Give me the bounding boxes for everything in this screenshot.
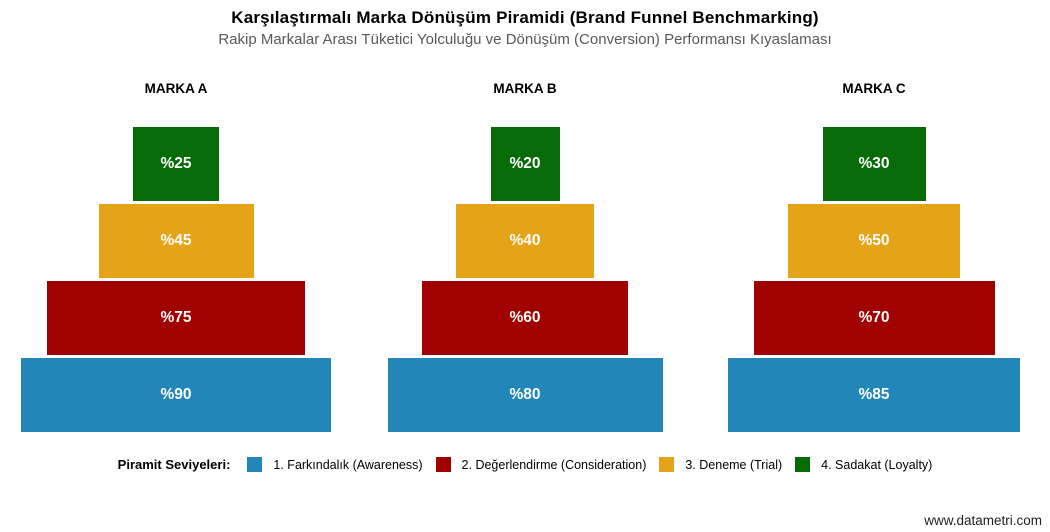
- funnel-bar: %45: [98, 204, 254, 278]
- legend-swatch-icon: [795, 457, 811, 472]
- legend-item-label: 3. Deneme (Trial): [685, 457, 783, 472]
- brand-label: MARKA A: [144, 81, 208, 96]
- bar-value-label: %70: [858, 309, 890, 326]
- bar-value-label: %90: [160, 386, 192, 403]
- funnel-bar: %50: [788, 204, 960, 278]
- pyramid-marka-c: MARKA C %30 %50 %70 %85: [700, 81, 1048, 432]
- funnel-bar: %85: [728, 358, 1020, 432]
- legend-item-label: 4. Sadakat (Loyalty): [821, 457, 933, 472]
- bar-value-label: %30: [858, 155, 890, 172]
- funnel-bar: %90: [21, 358, 331, 432]
- bar-value-label: %60: [509, 309, 541, 326]
- legend-item-label: 2. Değerlendirme (Consideration): [461, 457, 647, 472]
- legend-item: 3. Deneme (Trial): [659, 457, 782, 472]
- watermark-link: www.datametri.com: [924, 513, 1042, 528]
- legend: Piramit Seviyeleri: 1. Farkındalık (Awar…: [0, 457, 1050, 472]
- legend-item-label: 1. Farkındalık (Awareness): [273, 457, 423, 472]
- funnel-bar: %60: [422, 281, 628, 355]
- funnel-bar: %20: [490, 127, 560, 201]
- legend-item: 2. Değerlendirme (Consideration): [435, 457, 647, 472]
- bar-value-label: %20: [509, 155, 541, 172]
- bar-value-label: %45: [160, 232, 192, 249]
- chart-title: Karşılaştırmalı Marka Dönüşüm Piramidi (…: [231, 8, 819, 27]
- bar-value-label: %40: [509, 232, 541, 249]
- pyramid-marka-a: MARKA A %25 %45 %75 %90: [2, 81, 350, 432]
- bar-value-label: %75: [160, 309, 192, 326]
- legend-item: 1. Farkındalık (Awareness): [247, 457, 423, 472]
- pyramids-area: MARKA A %25 %45 %75 %90 MARKA B %20 %40 %60 %80 MA…: [0, 81, 1050, 432]
- brand-label: MARKA B: [493, 81, 557, 96]
- chart-subtitle: Rakip Markalar Arası Tüketici Yolculuğu …: [218, 31, 832, 48]
- legend-title: Piramit Seviyeleri:: [117, 457, 231, 472]
- funnel-bar: %40: [456, 204, 594, 278]
- funnel-bar: %25: [133, 127, 219, 201]
- legend-swatch-icon: [659, 457, 675, 472]
- funnel-bar: %80: [387, 358, 663, 432]
- bar-value-label: %85: [858, 386, 890, 403]
- chart-canvas: Karşılaştırmalı Marka Dönüşüm Piramidi (…: [0, 8, 1050, 528]
- bar-value-label: %50: [858, 232, 890, 249]
- bar-value-label: %80: [509, 386, 541, 403]
- funnel-bar: %70: [753, 281, 995, 355]
- legend-swatch-icon: [435, 457, 451, 472]
- funnel-bar: %30: [822, 127, 926, 201]
- legend-swatch-icon: [247, 457, 263, 472]
- funnel-bar: %75: [47, 281, 305, 355]
- brand-label: MARKA C: [842, 81, 906, 96]
- bar-value-label: %25: [160, 155, 192, 172]
- pyramid-marka-b: MARKA B %20 %40 %60 %80: [351, 81, 699, 432]
- legend-item: 4. Sadakat (Loyalty): [795, 457, 932, 472]
